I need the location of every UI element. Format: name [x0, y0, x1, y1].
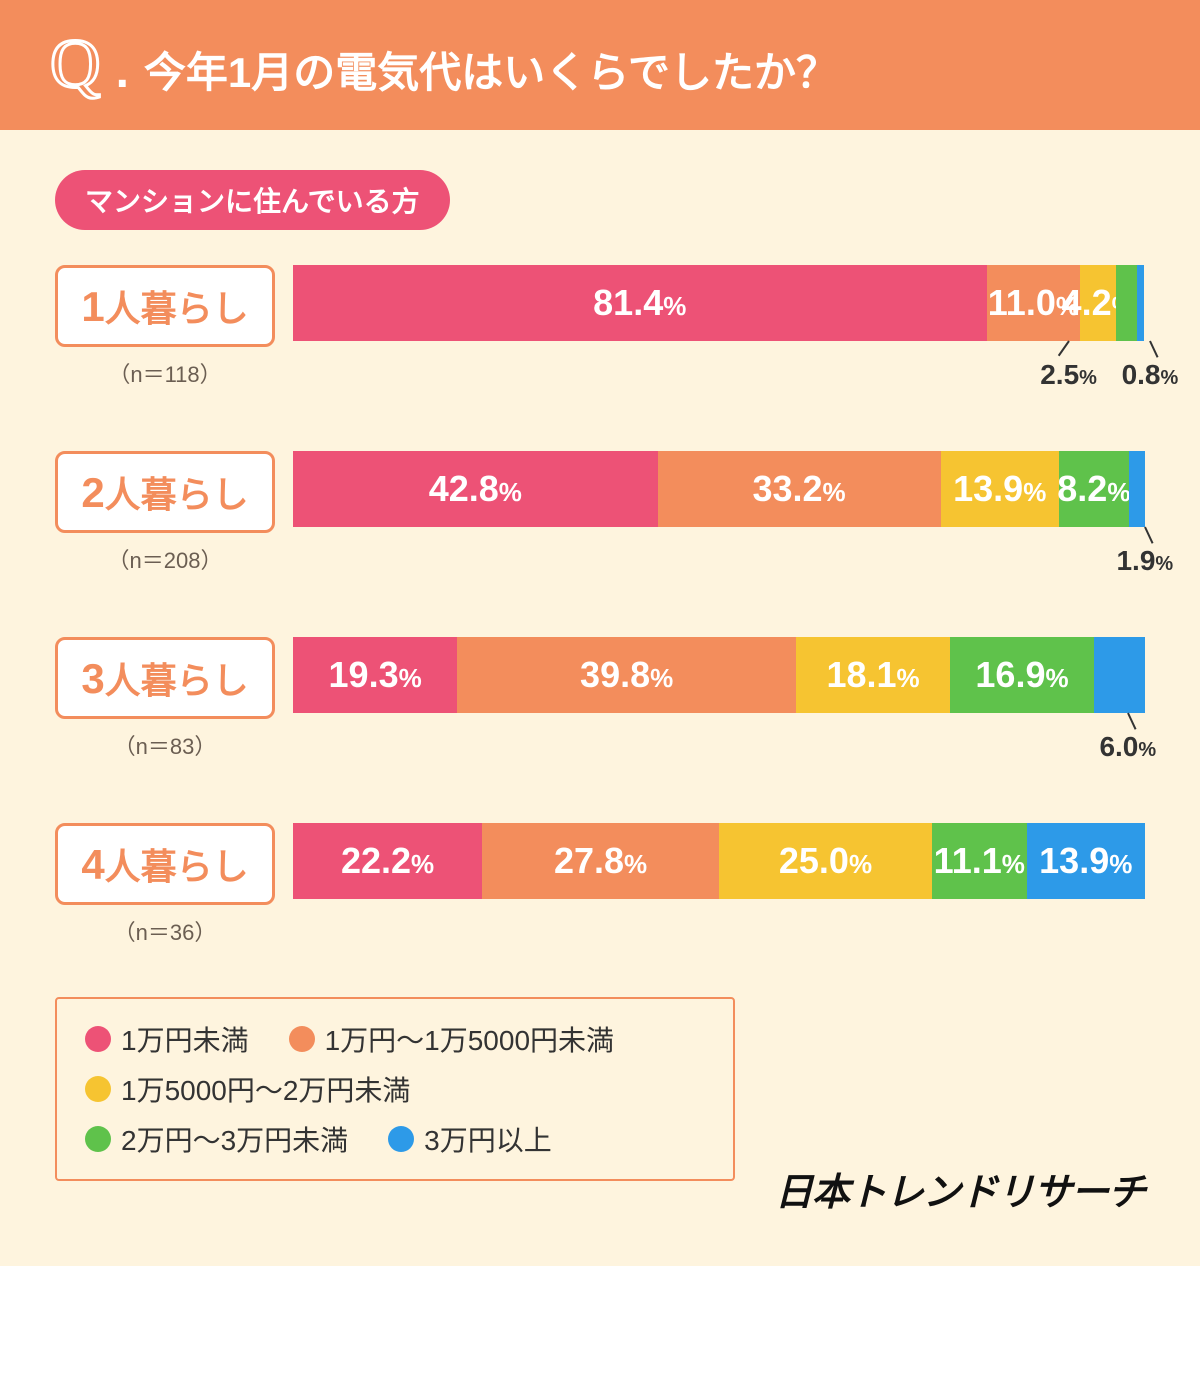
row-sample-size: （n＝118）: [108, 357, 221, 389]
header-dot: .: [116, 44, 129, 99]
segment-value: 13.9%: [1039, 840, 1132, 882]
segment-value: 8.2%: [1057, 468, 1130, 510]
callout-value: 2.5%: [1040, 359, 1097, 391]
bar-segment: 11.1%: [932, 823, 1027, 899]
segment-value: 39.8%: [580, 654, 673, 696]
row-label: 3人暮らし: [55, 637, 275, 719]
stacked-bar: 22.2% 27.8% 25.0% 11.1% 13.9%: [293, 823, 1145, 899]
row-sample-size: （n＝83）: [114, 729, 217, 761]
bar-segment: [1116, 265, 1137, 341]
callout-line: [1149, 341, 1158, 358]
segment-value: 33.2%: [752, 468, 845, 510]
legend-item: 1万円～1万5000円未満: [289, 1019, 614, 1059]
bar-wrap: 22.2% 27.8% 25.0% 11.1% 13.9%: [293, 823, 1145, 899]
chart-row: 4人暮らし （n＝36） 22.2% 27.8% 25.0% 11.1% 13.9%: [55, 823, 1145, 947]
callout-line: [1144, 527, 1153, 544]
segment-value: 16.9%: [975, 654, 1068, 696]
infographic-container: Q . 今年1月の電気代はいくらでしたか？ マンションに住んでいる方 1人暮らし…: [0, 0, 1200, 1266]
bar-wrap: 81.4%11.0%4.2%2.5%0.8%: [293, 265, 1145, 391]
callout-line: [1127, 713, 1136, 730]
callouts: 2.5%0.8%: [293, 341, 1145, 391]
bar-segment: 33.2%: [658, 451, 941, 527]
bar-segment: [1094, 637, 1145, 713]
legend-item: 3万円以上: [388, 1119, 552, 1159]
bar-segment: 4.2%: [1080, 265, 1116, 341]
row-label-wrap: 4人暮らし （n＝36）: [55, 823, 275, 947]
legend-label: 3万円以上: [424, 1119, 552, 1159]
row-sample-size: （n＝36）: [114, 915, 217, 947]
header-q-glyph: Q: [50, 30, 101, 100]
subtitle-pill: マンションに住んでいる方: [55, 170, 450, 230]
legend-box: 1万円未満 1万円～1万5000円未満 1万5000円～2万円未満 2万円～3万円未満…: [55, 997, 735, 1181]
bar-segment: 13.9%: [1027, 823, 1145, 899]
row-label-wrap: 3人暮らし （n＝83）: [55, 637, 275, 761]
legend-dot-icon: [85, 1126, 111, 1152]
segment-value: 27.8%: [554, 840, 647, 882]
segment-value: 18.1%: [826, 654, 919, 696]
callout-value: 0.8%: [1122, 359, 1179, 391]
legend-label: 1万5000円～2万円未満: [121, 1069, 410, 1109]
callouts: 1.9%: [293, 527, 1145, 577]
bar-segment: 13.9%: [941, 451, 1059, 527]
callout: 6.0%: [1099, 713, 1156, 763]
bar-segment: [1137, 265, 1144, 341]
header: Q . 今年1月の電気代はいくらでしたか？: [0, 0, 1200, 130]
bar-segment: 16.9%: [950, 637, 1094, 713]
callout-value: 1.9%: [1116, 545, 1173, 577]
legend-item: 1万円未満: [85, 1019, 249, 1059]
bar-segment: 81.4%: [293, 265, 987, 341]
legend-row: 1万円未満 1万円～1万5000円未満 1万5000円～2万円未満 2万円～3万円未満…: [85, 1019, 705, 1159]
stacked-bar: 42.8% 33.2% 13.9% 8.2%: [293, 451, 1145, 527]
segment-value: 25.0%: [779, 840, 872, 882]
bar-wrap: 19.3% 39.8% 18.1% 16.9% 6.0%: [293, 637, 1145, 763]
segment-value: 81.4%: [593, 282, 686, 324]
stacked-bar: 81.4%11.0%4.2%: [293, 265, 1145, 341]
chart-row: 1人暮らし （n＝118） 81.4%11.0%4.2%2.5%0.8%: [55, 265, 1145, 391]
legend-label: 2万円～3万円未満: [121, 1119, 348, 1159]
bar-segment: 18.1%: [796, 637, 950, 713]
row-sample-size: （n＝208）: [108, 543, 223, 575]
legend-item: 2万円～3万円未満: [85, 1119, 348, 1159]
legend-label: 1万円～1万5000円未満: [325, 1019, 614, 1059]
callouts: 6.0%: [293, 713, 1145, 763]
bar-segment: [1129, 451, 1145, 527]
chart-rows: 1人暮らし（n＝118）81.4%11.0%4.2%2.5%0.8%2人暮らし（…: [55, 265, 1145, 947]
segment-value: 11.1%: [934, 840, 1025, 882]
attribution: 日本トレンドリサーチ: [775, 1161, 1145, 1216]
row-label: 2人暮らし: [55, 451, 275, 533]
chart-row: 3人暮らし （n＝83） 19.3% 39.8% 18.1% 16.9% 6.0%: [55, 637, 1145, 763]
row-label-wrap: 1人暮らし （n＝118）: [55, 265, 275, 389]
segment-value: 22.2%: [341, 840, 434, 882]
callout-line: [1057, 340, 1069, 356]
bar-segment: 8.2%: [1059, 451, 1129, 527]
bar-segment: 25.0%: [719, 823, 932, 899]
legend-label: 1万円未満: [121, 1019, 249, 1059]
callout: 0.8%: [1122, 341, 1179, 391]
legend-dot-icon: [289, 1026, 315, 1052]
bar-wrap: 42.8% 33.2% 13.9% 8.2% 1.9%: [293, 451, 1145, 577]
bar-segment: 39.8%: [457, 637, 796, 713]
bar-segment: 19.3%: [293, 637, 457, 713]
callout-value: 6.0%: [1099, 731, 1156, 763]
row-label: 1人暮らし: [55, 265, 275, 347]
segment-value: 42.8%: [429, 468, 522, 510]
stacked-bar: 19.3% 39.8% 18.1% 16.9%: [293, 637, 1145, 713]
header-title: 今年1月の電気代はいくらでしたか？: [144, 39, 838, 100]
chart-row: 2人暮らし （n＝208） 42.8% 33.2% 13.9% 8.2% 1.9%: [55, 451, 1145, 577]
bar-segment: 27.8%: [482, 823, 719, 899]
content: マンションに住んでいる方 1人暮らし（n＝118）81.4%11.0%4.2%2…: [0, 130, 1200, 1201]
callout: 2.5%: [1040, 341, 1097, 391]
legend-dot-icon: [388, 1126, 414, 1152]
legend-dot-icon: [85, 1026, 111, 1052]
bar-segment: 22.2%: [293, 823, 482, 899]
legend-dot-icon: [85, 1076, 111, 1102]
segment-value: 19.3%: [329, 654, 422, 696]
legend-item: 1万5000円～2万円未満: [85, 1069, 410, 1109]
callout: 1.9%: [1116, 527, 1173, 577]
row-label-wrap: 2人暮らし （n＝208）: [55, 451, 275, 575]
segment-value: 13.9%: [953, 468, 1046, 510]
row-label: 4人暮らし: [55, 823, 275, 905]
bar-segment: 42.8%: [293, 451, 658, 527]
